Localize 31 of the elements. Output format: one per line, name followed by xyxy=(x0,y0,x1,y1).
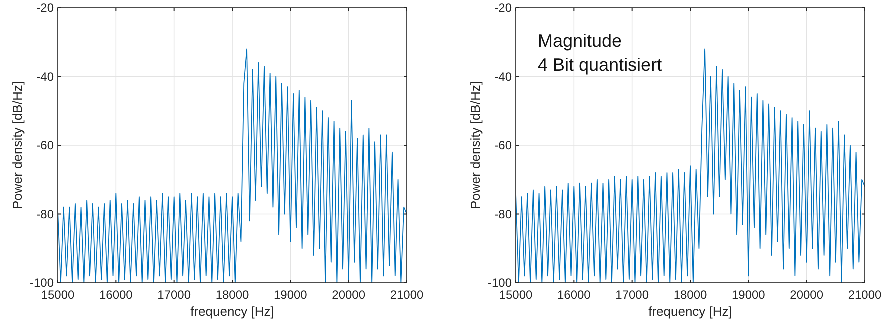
x-tick-label: 17000 xyxy=(616,288,650,302)
x-tick-label: 21000 xyxy=(390,288,424,302)
annotation: Magnitude xyxy=(538,31,622,51)
annotation: 4 Bit quantisiert xyxy=(538,55,662,75)
y-axis-title: Power density [dB/Hz] xyxy=(468,82,483,210)
x-tick-label: 19000 xyxy=(274,288,308,302)
x-tick-label: 18000 xyxy=(674,288,708,302)
y-tick-label: -20 xyxy=(494,1,512,15)
x-tick-label: 20000 xyxy=(790,288,824,302)
x-tick-label: 15000 xyxy=(41,288,76,302)
y-tick-label: -60 xyxy=(36,138,54,152)
y-tick-label: -60 xyxy=(494,138,512,152)
y-tick-label: -80 xyxy=(494,207,512,222)
y-tick-label: -100 xyxy=(488,276,512,290)
x-tick-label: 15000 xyxy=(499,288,534,302)
y-tick-label: -40 xyxy=(36,70,54,84)
x-tick-label: 20000 xyxy=(332,288,366,302)
x-tick-label: 21000 xyxy=(848,288,882,302)
y-tick-label: -40 xyxy=(494,70,512,84)
x-axis-title: frequency [Hz] xyxy=(190,304,274,319)
x-tick-label: 16000 xyxy=(557,288,592,302)
y-axis-title: Power density [dB/Hz] xyxy=(10,82,25,210)
x-axis-title: frequency [Hz] xyxy=(648,304,732,319)
y-tick-label: -20 xyxy=(36,1,54,15)
x-tick-label: 16000 xyxy=(99,288,134,302)
x-tick-label: 19000 xyxy=(732,288,766,302)
y-tick-label: -100 xyxy=(30,276,54,290)
x-tick-label: 18000 xyxy=(216,288,250,302)
y-tick-label: -80 xyxy=(36,207,54,222)
x-tick-label: 17000 xyxy=(158,288,192,302)
line-series xyxy=(58,48,407,283)
